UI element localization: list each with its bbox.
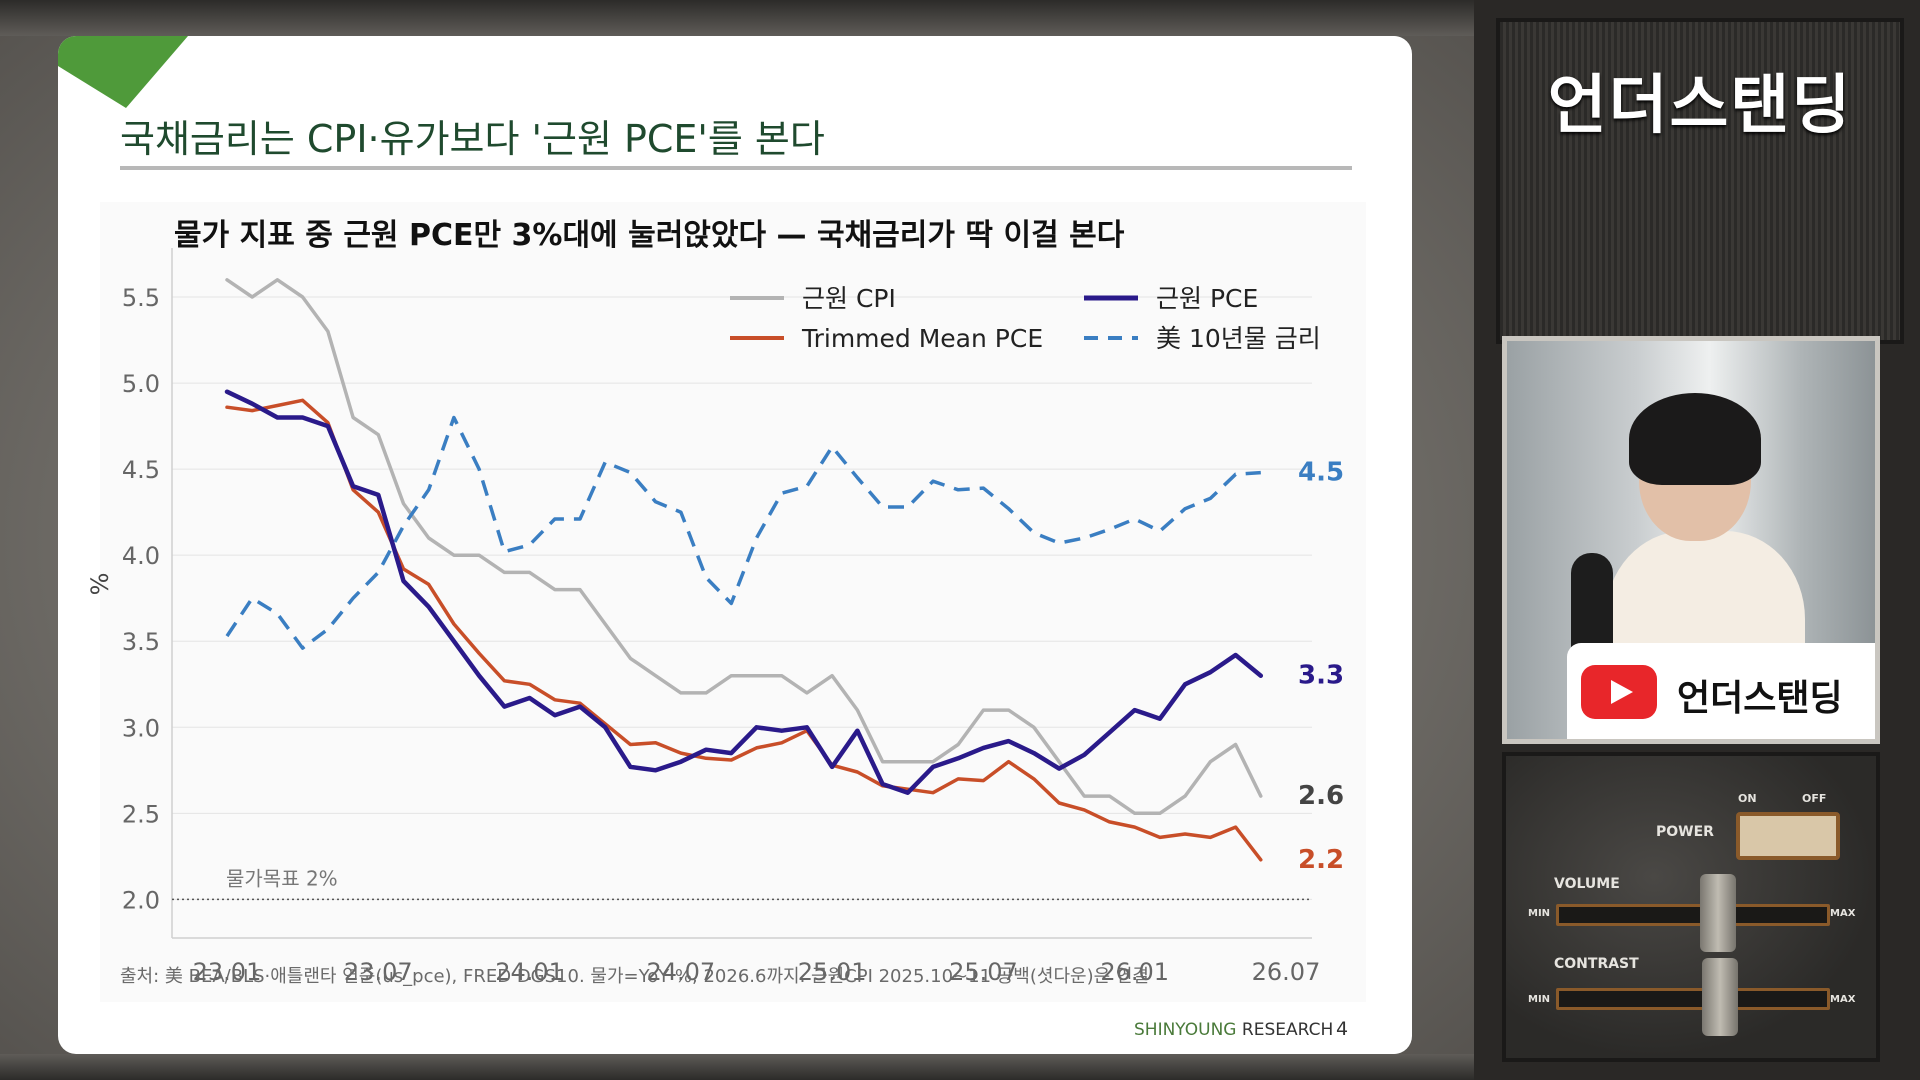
y-tick-label: 3.5 <box>122 628 160 656</box>
series-line-3 <box>225 415 1261 650</box>
line-chart: 5.5 5.0 4.5 4.0 3.5 3.0 2.5 2.0% 23.01 23.07 24.01… <box>86 248 1344 986</box>
volume-slider-track <box>1556 904 1830 926</box>
series-end-label-0: 2.6 <box>1298 781 1344 811</box>
legend-label-2: Trimmed Mean PCE <box>801 324 1043 353</box>
x-tick-label: 23.07 <box>344 958 413 986</box>
channel-banner-title: 언더스탠딩 <box>1547 69 1853 143</box>
youtube-logo-icon <box>1581 665 1657 719</box>
y-tick-label: 3.0 <box>122 714 160 742</box>
footer-brand-a: SHINYOUNG <box>1134 1020 1237 1040</box>
leaf-logo-icon <box>58 36 188 108</box>
y-tick-label: 5.5 <box>122 284 160 312</box>
x-tick-label: 23.01 <box>193 958 262 986</box>
x-tick-label: 26.01 <box>1100 958 1169 986</box>
reference-line-label: 물가목표 2% <box>226 866 338 890</box>
series-end-label-1: 3.3 <box>1298 661 1344 691</box>
legend-label-3: 美 10년물 금리 <box>1156 324 1321 353</box>
y-tick-label: 2.5 <box>122 800 160 828</box>
presenter-hair <box>1629 393 1761 485</box>
tv-control-panel: ON OFF POWER VOLUME MIN MAX CONTRAST MIN… <box>1502 752 1880 1062</box>
footer-brand-b: RESEARCH <box>1241 1020 1334 1040</box>
presentation-slide: 국채금리는 CPI·유가보다 '근원 PCE'를 본다 물가 지표 중 근원 P… <box>58 36 1412 1054</box>
contrast-max-label: MAX <box>1830 994 1856 1005</box>
source-note: 출처: 美 BEA/BLS·애틀랜타 연준(us_pce), FRED DGS1… <box>120 966 1149 987</box>
footer-brand: SHINYOUNG RESEARCH <box>1134 1020 1333 1040</box>
volume-min-label: MIN <box>1528 908 1551 919</box>
volume-slider-handle <box>1700 874 1736 952</box>
title-divider <box>120 166 1352 170</box>
x-tick-label: 25.07 <box>949 958 1018 986</box>
legend-label-1: 근원 PCE <box>1156 284 1258 313</box>
series-end-label-3: 4.5 <box>1298 458 1344 488</box>
y-tick-label: 2.0 <box>122 886 160 914</box>
y-tick-label: 5.0 <box>122 370 160 398</box>
off-label: OFF <box>1802 792 1827 805</box>
power-switch <box>1736 812 1840 860</box>
slide-title: 국채금리는 CPI·유가보다 '근원 PCE'를 본다 <box>120 117 825 161</box>
series-line-0 <box>225 278 1263 816</box>
chart-title: 물가 지표 중 근원 PCE만 3%대에 눌러앉았다 — 국채금리가 딱 이걸 … <box>174 218 1125 253</box>
x-tick-label: 26.07 <box>1252 958 1321 986</box>
contrast-slider-handle <box>1702 958 1738 1036</box>
power-label: POWER <box>1656 824 1714 840</box>
x-tick-label: 24.07 <box>646 958 715 986</box>
legend-label-0: 근원 CPI <box>802 284 896 313</box>
contrast-min-label: MIN <box>1528 994 1551 1005</box>
youtube-channel-bar: 언더스탠딩 <box>1567 643 1875 739</box>
volume-max-label: MAX <box>1830 908 1856 919</box>
on-label: ON <box>1738 792 1757 805</box>
webcam-feed: 언더스탠딩 <box>1502 336 1880 744</box>
x-tick-label: 25.01 <box>798 958 867 986</box>
contrast-slider-track <box>1556 988 1830 1010</box>
broadcast-side-panel: 언더스탠딩 언더스탠딩 ON OFF POWER VOLUME MIN MAX … <box>1474 0 1920 1080</box>
x-tick-label: 24.01 <box>495 958 564 986</box>
page-number: 4 <box>1336 1018 1349 1040</box>
contrast-label: CONTRAST <box>1554 956 1639 972</box>
channel-banner: 언더스탠딩 <box>1496 18 1904 344</box>
y-axis-label: % <box>86 573 114 596</box>
y-tick-label: 4.5 <box>122 456 160 484</box>
series-end-label-2: 2.2 <box>1298 845 1344 875</box>
y-tick-label: 4.0 <box>122 542 160 570</box>
volume-label: VOLUME <box>1554 876 1620 892</box>
series-line-1 <box>224 389 1264 795</box>
youtube-channel-name: 언더스탠딩 <box>1677 678 1843 719</box>
